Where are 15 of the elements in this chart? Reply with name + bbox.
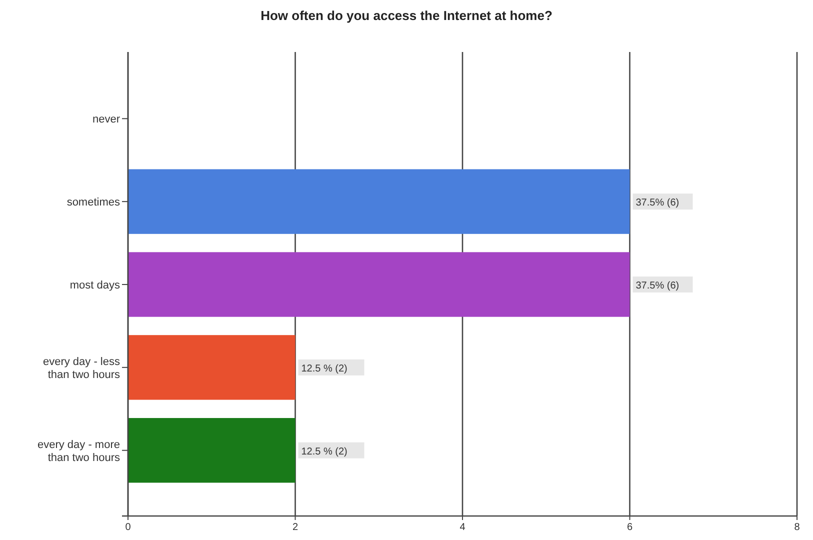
x-tick-label: 0 <box>125 522 132 533</box>
data-label: 12.5 % (2) <box>301 363 348 374</box>
x-tick-label: 2 <box>292 522 298 533</box>
y-tick-label: every day - more than two hours <box>37 438 120 464</box>
x-tick-label: 6 <box>626 522 633 533</box>
y-tick-label: sometimes <box>66 196 120 209</box>
x-tick-label: 4 <box>460 522 466 533</box>
y-tick-label: never <box>92 114 120 126</box>
data-label: 37.5% (6) <box>636 280 680 292</box>
data-label: 37.5% (6) <box>636 198 680 209</box>
y-tick-label: every day - less than two hours <box>42 356 120 381</box>
chart-title: How often do you access the Internet at home? <box>260 8 552 23</box>
x-tick-label: 8 <box>794 522 800 533</box>
data-label: 12.5 % (2) <box>301 446 348 458</box>
y-tick-label: most days <box>70 280 120 292</box>
